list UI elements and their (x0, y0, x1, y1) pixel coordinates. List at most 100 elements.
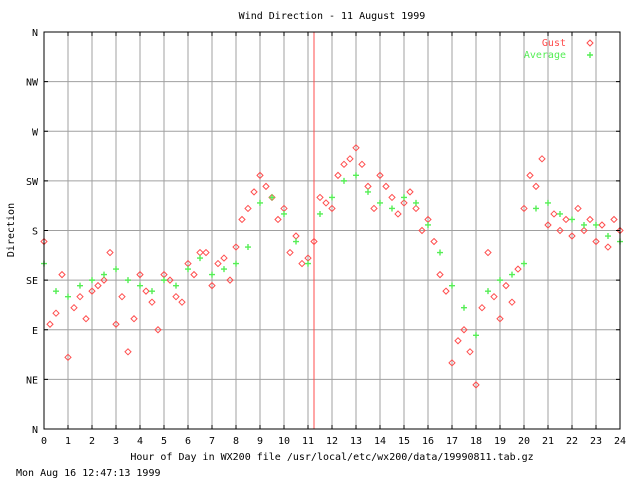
gust-point (538, 155, 546, 163)
average-point (245, 244, 251, 251)
gust-point (334, 171, 342, 180)
average-point (413, 199, 419, 206)
gust-point (406, 188, 414, 196)
gust-point (454, 337, 462, 345)
average-point (233, 260, 239, 267)
gust-point (130, 315, 138, 323)
x-tick-label: 7 (209, 436, 215, 447)
gust-point (46, 320, 54, 328)
x-tick-label: 18 (470, 436, 482, 447)
average-point (581, 221, 587, 228)
gust-point (364, 182, 372, 191)
x-tick-label: 11 (302, 436, 314, 447)
x-tick-label: 15 (398, 436, 410, 447)
gust-point (244, 204, 252, 213)
average-point (305, 260, 311, 267)
average-point (173, 282, 179, 289)
gust-point (262, 182, 270, 191)
x-tick-label: 22 (566, 436, 578, 447)
gust-point (346, 155, 354, 163)
gust-point (166, 276, 174, 284)
average-point (197, 255, 203, 262)
average-point (545, 199, 551, 206)
gust-point (226, 276, 234, 284)
y-tick-label: N (32, 425, 38, 436)
gust-point (172, 292, 180, 301)
x-tick-label: 23 (590, 436, 602, 447)
y-tick-label: E (32, 326, 38, 337)
average-point (533, 205, 539, 212)
y-axis-label: Direction (6, 203, 17, 257)
gust-point (460, 326, 468, 334)
y-tick-label: NW (26, 78, 39, 89)
average-point (509, 271, 515, 278)
gust-point (550, 210, 558, 218)
average-point (593, 221, 599, 228)
average-point (557, 210, 563, 217)
gust-point (400, 199, 408, 207)
y-tick-label: SW (26, 177, 39, 188)
gust-point (532, 182, 540, 191)
gust-point (88, 287, 96, 295)
gust-point (298, 259, 306, 268)
gust-point (202, 248, 210, 257)
average-point (185, 266, 191, 273)
gust-point (604, 243, 612, 251)
gust-point (76, 292, 84, 301)
gust-point (232, 243, 240, 251)
x-tick-label: 10 (278, 436, 290, 447)
gust-point (418, 226, 426, 235)
gust-point (322, 199, 330, 207)
average-point (605, 233, 611, 240)
average-point (473, 332, 479, 339)
average-point (425, 221, 431, 228)
gust-point (358, 160, 366, 169)
gust-point (574, 204, 582, 213)
average-point (53, 288, 59, 295)
x-tick-label: 0 (41, 436, 47, 447)
x-tick-label: 16 (422, 436, 434, 447)
average-point (377, 199, 383, 206)
gust-point (526, 171, 534, 180)
x-tick-label: 12 (326, 436, 338, 447)
x-axis-label: Hour of Day in WX200 file /usr/local/etc… (130, 452, 533, 463)
gust-point (64, 353, 72, 362)
average-point (341, 177, 347, 184)
grid (43, 31, 621, 430)
chart-title: Wind Direction - 11 August 1999 (239, 11, 426, 22)
average-point (209, 271, 215, 278)
gust-point (214, 259, 222, 268)
gust-point (268, 193, 276, 202)
average-point (317, 210, 323, 217)
gust-point (610, 215, 618, 224)
series-average (41, 172, 623, 339)
y-tick-label: NE (26, 375, 38, 386)
average-point (65, 293, 71, 300)
x-tick-label: 8 (233, 436, 239, 447)
x-tick-label: 3 (113, 436, 119, 447)
y-tick-label: W (32, 127, 39, 138)
average-point (437, 249, 443, 256)
gust-point (412, 204, 420, 213)
average-point (485, 288, 491, 295)
axes: 0 1 2 3 4 5 6 7 8 9 10 11 12 13 14 15 16 17 18 19 20 21 22 23 24… (26, 28, 626, 447)
y-tick-label: S (32, 227, 38, 238)
gust-point (82, 315, 90, 323)
gust-point (388, 193, 396, 202)
gust-point (436, 270, 444, 279)
average-point (89, 277, 95, 284)
average-point (101, 271, 107, 278)
gust-point (520, 204, 528, 213)
average-point (353, 172, 359, 179)
x-tick-label: 14 (374, 436, 386, 447)
x-tick-label: 20 (518, 436, 530, 447)
gust-point (478, 303, 486, 312)
gust-point (472, 381, 480, 389)
gust-point (220, 254, 228, 262)
gust-point (52, 309, 60, 317)
average-point (497, 277, 503, 284)
average-point (329, 194, 335, 201)
gust-point (178, 298, 186, 306)
average-point (269, 194, 275, 201)
